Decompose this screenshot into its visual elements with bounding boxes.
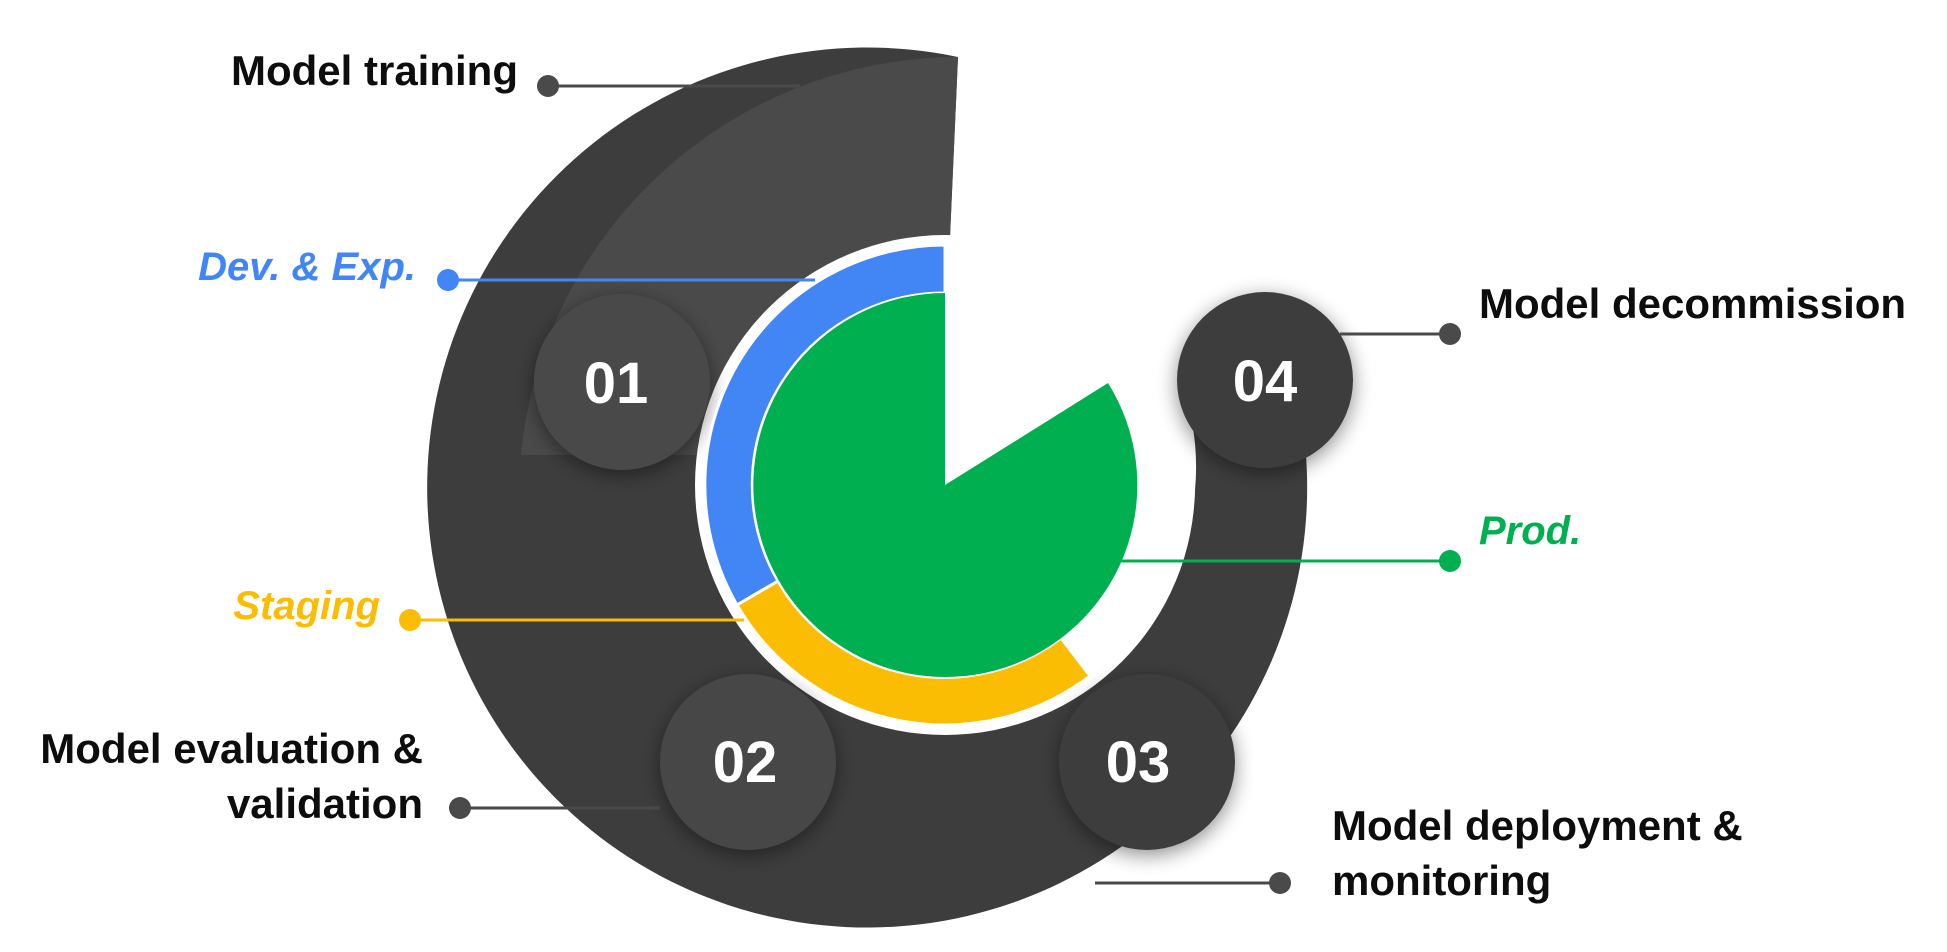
label-deployment-line2: monitoring: [1332, 857, 1551, 904]
step-number-02: 02: [713, 730, 778, 795]
dot-evaluation: [449, 797, 471, 819]
label-prod: Prod.: [1479, 509, 1581, 553]
label-dev-exp: Dev. & Exp.: [198, 245, 416, 289]
step-circle-04: [1177, 292, 1353, 468]
stage-arc-staging: [734, 578, 1093, 727]
step-number-03: 03: [1106, 730, 1171, 795]
step-number-01: 01: [584, 351, 649, 416]
stage-sector-prod: [753, 293, 1138, 677]
dot-dev-exp: [437, 269, 459, 291]
step-circle-01: [534, 294, 710, 470]
label-staging: Staging: [233, 584, 380, 628]
dot-decommission: [1439, 323, 1461, 345]
dot-staging: [399, 609, 421, 631]
step-circle-02: [660, 674, 836, 850]
step-number-04: 04: [1233, 349, 1298, 414]
label-evaluation-line2: validation: [227, 780, 423, 827]
dot-model-training: [537, 75, 559, 97]
dot-deployment: [1269, 872, 1291, 894]
step-circle-03: [1059, 674, 1235, 850]
label-decommission: Model decommission: [1479, 280, 1906, 327]
label-model-training: Model training: [231, 47, 518, 94]
label-deployment-line1: Model deployment &: [1332, 802, 1743, 849]
label-evaluation-line1: Model evaluation &: [40, 725, 423, 772]
dot-prod: [1439, 550, 1461, 572]
